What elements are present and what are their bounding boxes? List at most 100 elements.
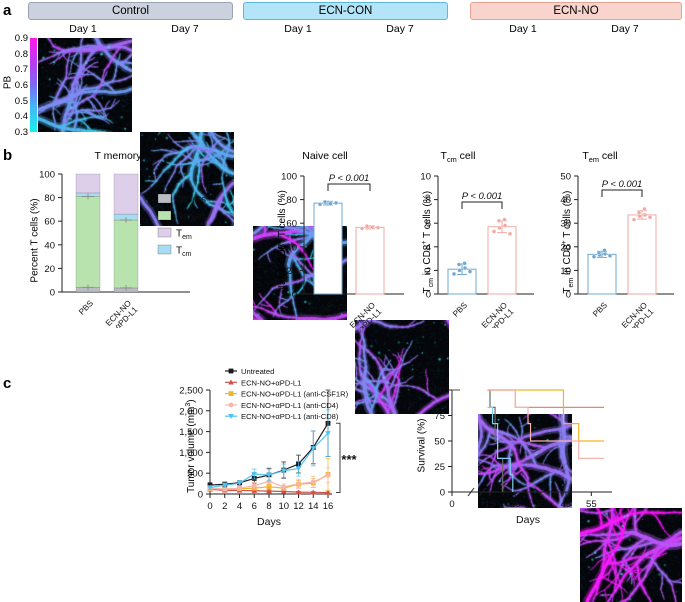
x-tick-label: 4 — [237, 501, 242, 512]
data-marker — [310, 446, 317, 452]
data-point — [467, 269, 473, 274]
chart-t-memory: 0 20 40 60 80 100 PBS ECN-NO+αPD-L1 Others Naive T… — [39, 170, 206, 329]
x-category-line: PBS — [77, 298, 95, 316]
x-tick-label: 0 — [449, 499, 454, 510]
day-label-ecnno-day7: Day 7 — [611, 23, 639, 35]
y-tick-label: 100 — [39, 170, 55, 181]
data-marker — [280, 488, 287, 494]
y-tick-label: 30 — [560, 219, 571, 230]
x-axis-label: Days — [516, 514, 540, 526]
data-marker — [325, 489, 331, 495]
y-tick-label: 500 — [187, 469, 203, 480]
axis-break-mark — [479, 487, 486, 497]
colorbar — [30, 38, 37, 132]
y-tick-label: 50 — [560, 172, 571, 183]
data-point — [333, 200, 339, 206]
data-point — [364, 223, 370, 229]
data-marker — [207, 482, 213, 488]
data-marker — [295, 466, 302, 472]
legend-label-tcm: Tcm — [176, 246, 192, 259]
group-band-ecn-no: ECN-NO — [470, 2, 682, 20]
significance-bracket — [327, 183, 371, 191]
data-point — [462, 265, 468, 271]
y-tick-label: 100 — [281, 172, 297, 183]
data-point — [375, 225, 381, 230]
y-tick-label: 100 — [429, 386, 445, 397]
stacked-segment-naive — [75, 196, 101, 288]
data-marker — [251, 483, 257, 489]
x-tick-label: 45 — [561, 499, 572, 510]
survival-curve-ecn-no-pd-l1 — [487, 389, 604, 408]
colorbar-tick: 0.4 — [14, 111, 28, 123]
y-tick-label: 0 — [426, 290, 431, 301]
legend-item-4: ECN-NO+αPD-L1 (anti-CD8) — [225, 412, 339, 421]
data-point — [317, 202, 323, 207]
chart-title-tcm: Tcm cell — [440, 150, 476, 165]
x-tick-label: 25 — [510, 499, 521, 510]
x-tick-label: 55 — [586, 499, 597, 510]
legend-item-1: ECN-NO+αPD-L1 — [225, 378, 301, 387]
survival-curve-ecn-no-pd-l1-anti-cd4- — [487, 389, 604, 459]
stacked-segment-tem — [75, 173, 101, 194]
data-point — [456, 262, 462, 267]
day-label-ecncon-day1: Day 1 — [284, 23, 312, 35]
data-marker — [228, 391, 234, 396]
x-category-label: PBS — [317, 300, 335, 318]
x-category-label: ECN-NO+αPD-L1 — [348, 301, 384, 328]
data-point — [636, 210, 642, 215]
chart-title-naive: Naive cell — [302, 150, 348, 162]
data-marker — [325, 431, 331, 437]
bar-1 — [355, 226, 385, 295]
colorbar-tick: 0.7 — [14, 64, 28, 76]
colorbar-tick: 0.6 — [14, 80, 28, 91]
x-axis-label: Days — [257, 516, 281, 528]
y-tick-label: 60 — [44, 217, 55, 228]
legend-label: ECN-NO+αPD-L1 (anti-CD4) — [241, 401, 339, 410]
chart-tcm-cell: 0 2 4 6 8 10 P < 0.001 PBS ECN-NO+αPD-L1 — [420, 172, 534, 328]
data-point — [451, 271, 457, 277]
chart-naive-cell: 0 20 40 60 80 100 P < 0.001 PBS ECN-NO+αPD-L1 — [281, 172, 404, 328]
panel-a-letter: a — [3, 2, 12, 19]
survival-curve-untreated — [487, 389, 504, 492]
y-tick-label: 80 — [44, 193, 55, 204]
x-category-line: PBS — [591, 300, 609, 318]
data-marker — [237, 485, 242, 491]
series-ecn-no-pd-l1-anti-cd4- — [207, 467, 331, 492]
data-marker — [296, 481, 301, 487]
x-tick-label: 6 — [252, 501, 257, 512]
data-point — [591, 254, 597, 259]
survival-curve-ecn-no-pd-l1-anti-csf1r- — [487, 389, 604, 442]
day-label-control-day1: Day 1 — [69, 23, 97, 35]
legend-label: ECN-NO+αPD-L1 (anti-CSF1R) — [241, 390, 349, 399]
y-tick-label: 50 — [434, 437, 445, 448]
legend-item-2: ECN-NO+αPD-L1 (anti-CSF1R) — [225, 390, 349, 399]
y-tick-label: 10 — [560, 266, 571, 277]
x-tick-label: 16 — [323, 501, 334, 512]
x-category-line: PBS — [317, 300, 335, 318]
data-point — [462, 261, 467, 266]
data-point — [507, 231, 513, 237]
colorbar-tick: 0.3 — [14, 127, 28, 138]
chart-tem-cell: 0 10 20 30 40 50 P < 0.001 PBS ECN-NO+αPD-L1 — [560, 172, 674, 328]
y-tick-label: 20 — [560, 242, 571, 253]
y-tick-label: 0 — [50, 288, 55, 299]
data-point — [370, 225, 375, 230]
y-tick-label: 1,500 — [179, 427, 203, 438]
y-tick-label: 2,500 — [179, 386, 203, 397]
y-tick-label: 0 — [440, 488, 445, 499]
data-point — [502, 217, 507, 222]
panel-c-letter: c — [3, 375, 12, 392]
series-ecn-no-pd-l1-anti-cd8- — [207, 409, 331, 491]
data-marker — [228, 402, 234, 408]
y-tick-label: 25 — [434, 462, 445, 473]
data-marker — [266, 478, 272, 484]
data-marker — [236, 480, 243, 486]
data-marker — [228, 414, 234, 419]
p-value-annotation: P < 0.001 — [462, 191, 503, 202]
y-tick-label: 6 — [426, 219, 431, 230]
legend-label-naive: Naive — [176, 212, 202, 223]
bar-0 — [587, 253, 617, 295]
legend-label: ECN-NO+αPD-L1 — [241, 378, 301, 387]
group-band-control-label: Control — [111, 5, 150, 17]
x-category-label: ECN-NO+αPD-L1 — [480, 301, 516, 328]
